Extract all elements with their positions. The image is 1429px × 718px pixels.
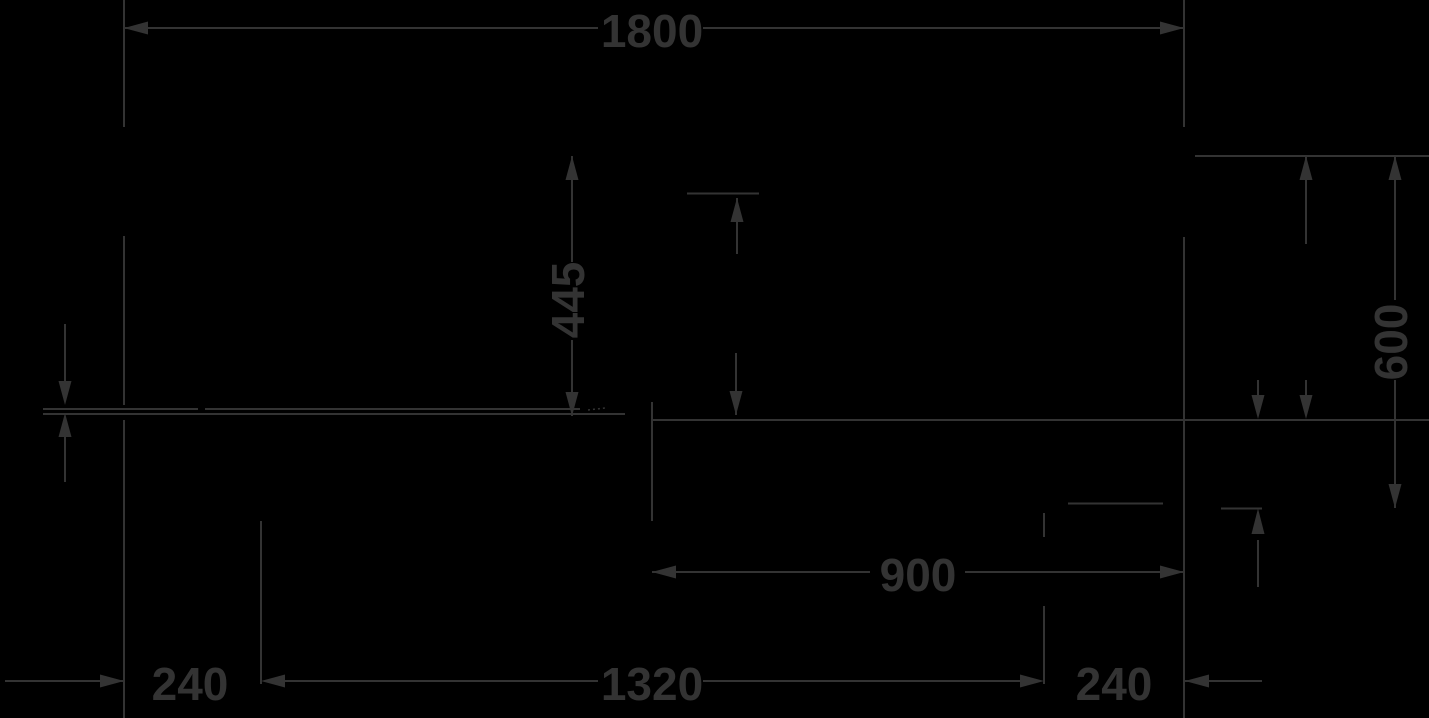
svg-text:240: 240	[1076, 658, 1153, 710]
svg-text:600: 600	[1365, 304, 1417, 381]
svg-text:445: 445	[542, 262, 594, 339]
svg-text:1800: 1800	[601, 5, 703, 57]
svg-text:1320: 1320	[601, 658, 703, 710]
svg-text:240: 240	[152, 658, 229, 710]
svg-text:900: 900	[880, 549, 957, 601]
